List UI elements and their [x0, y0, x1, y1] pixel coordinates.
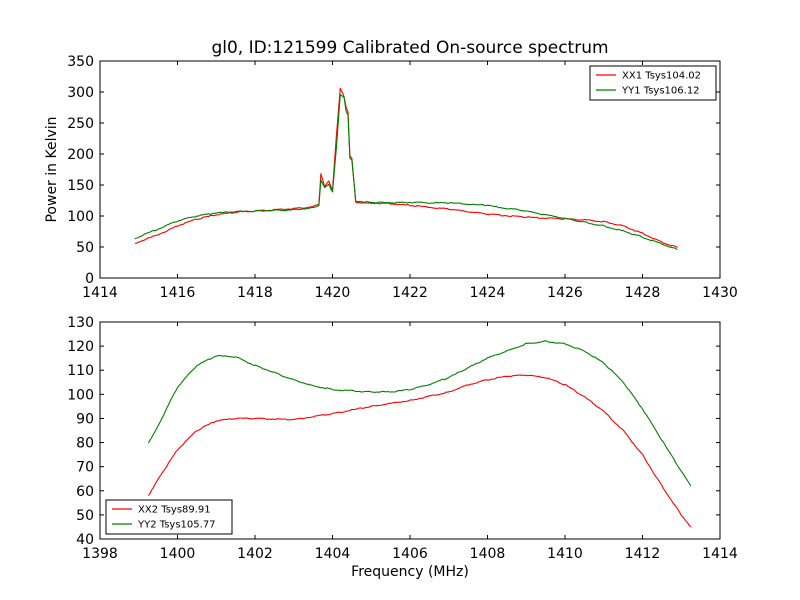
- legend: XX1 Tsys104.02 YY1 Tsys106.12: [589, 65, 717, 101]
- x-tick-label: 1402: [237, 546, 273, 562]
- x-tick-label: 1428: [625, 285, 661, 301]
- y-tick-label: 70: [76, 460, 94, 476]
- y-tick-label: 150: [67, 178, 94, 194]
- y-tick-label: 50: [76, 508, 94, 524]
- x-tick-label: 1406: [392, 546, 428, 562]
- x-tick-label: 1400: [160, 546, 196, 562]
- y-tick-label: 40: [76, 532, 94, 548]
- x-tick-label: 1430: [702, 285, 738, 301]
- bottom-spectrum-panel: 1398 1400 1402 1404 1406 1408 1410 1412 1414 40 50…: [67, 315, 738, 580]
- x-tick-label: 1416: [160, 285, 196, 301]
- legend-entry: XX1 Tsys104.02: [622, 71, 701, 82]
- series-line: [147, 374, 692, 528]
- y-tick-label: 350: [67, 54, 94, 70]
- y-axis-label: Power in Kelvin: [44, 116, 60, 222]
- y-tick-label: 120: [67, 339, 94, 355]
- legend-entry: YY2 Tsys105.77: [137, 520, 216, 531]
- chart-title: gl0, ID:121599 Calibrated On-source spec…: [211, 38, 608, 58]
- x-tick-label: 1424: [470, 285, 506, 301]
- y-tick-label: 250: [67, 116, 94, 132]
- x-tick-label: 1420: [315, 285, 351, 301]
- legend-entry: XX2 Tsys89.91: [138, 505, 211, 516]
- x-axis-label: Frequency (MHz): [351, 564, 469, 580]
- legend-box: [589, 65, 717, 101]
- x-tick-label: 1426: [547, 285, 583, 301]
- x-tick-label: 1410: [547, 546, 583, 562]
- y-tick-label: 130: [67, 315, 94, 331]
- top-spectrum-panel: 1414 1416 1418 1420 1422 1424 1426 1428 1430 0 50 1…: [44, 38, 738, 301]
- y-tick-label: 100: [67, 209, 94, 225]
- y-tick-label: 60: [76, 484, 94, 500]
- legend-box: [105, 499, 233, 535]
- series-line: [134, 87, 678, 249]
- x-tick-label: 1418: [237, 285, 273, 301]
- y-tick-label: 110: [67, 363, 94, 379]
- x-tick-label: 1398: [82, 546, 118, 562]
- series-line: [147, 340, 692, 487]
- series-line: [134, 93, 678, 250]
- x-tick-label: 1422: [392, 285, 428, 301]
- x-tick-label: 1414: [82, 285, 118, 301]
- y-tick-label: 50: [76, 240, 94, 256]
- y-tick-label: 200: [67, 147, 94, 163]
- x-tick-label: 1404: [315, 546, 351, 562]
- y-tick-label: 0: [85, 271, 94, 287]
- legend-entry: YY1 Tsys106.12: [621, 86, 700, 97]
- legend: XX2 Tsys89.91 YY2 Tsys105.77: [105, 499, 233, 535]
- x-tick-label: 1408: [470, 546, 506, 562]
- x-tick-label: 1414: [702, 546, 738, 562]
- y-tick-label: 100: [67, 387, 94, 403]
- y-tick-label: 80: [76, 436, 94, 452]
- x-tick-label: 1412: [625, 546, 661, 562]
- y-tick-label: 300: [67, 85, 94, 101]
- y-tick-label: 90: [76, 411, 94, 427]
